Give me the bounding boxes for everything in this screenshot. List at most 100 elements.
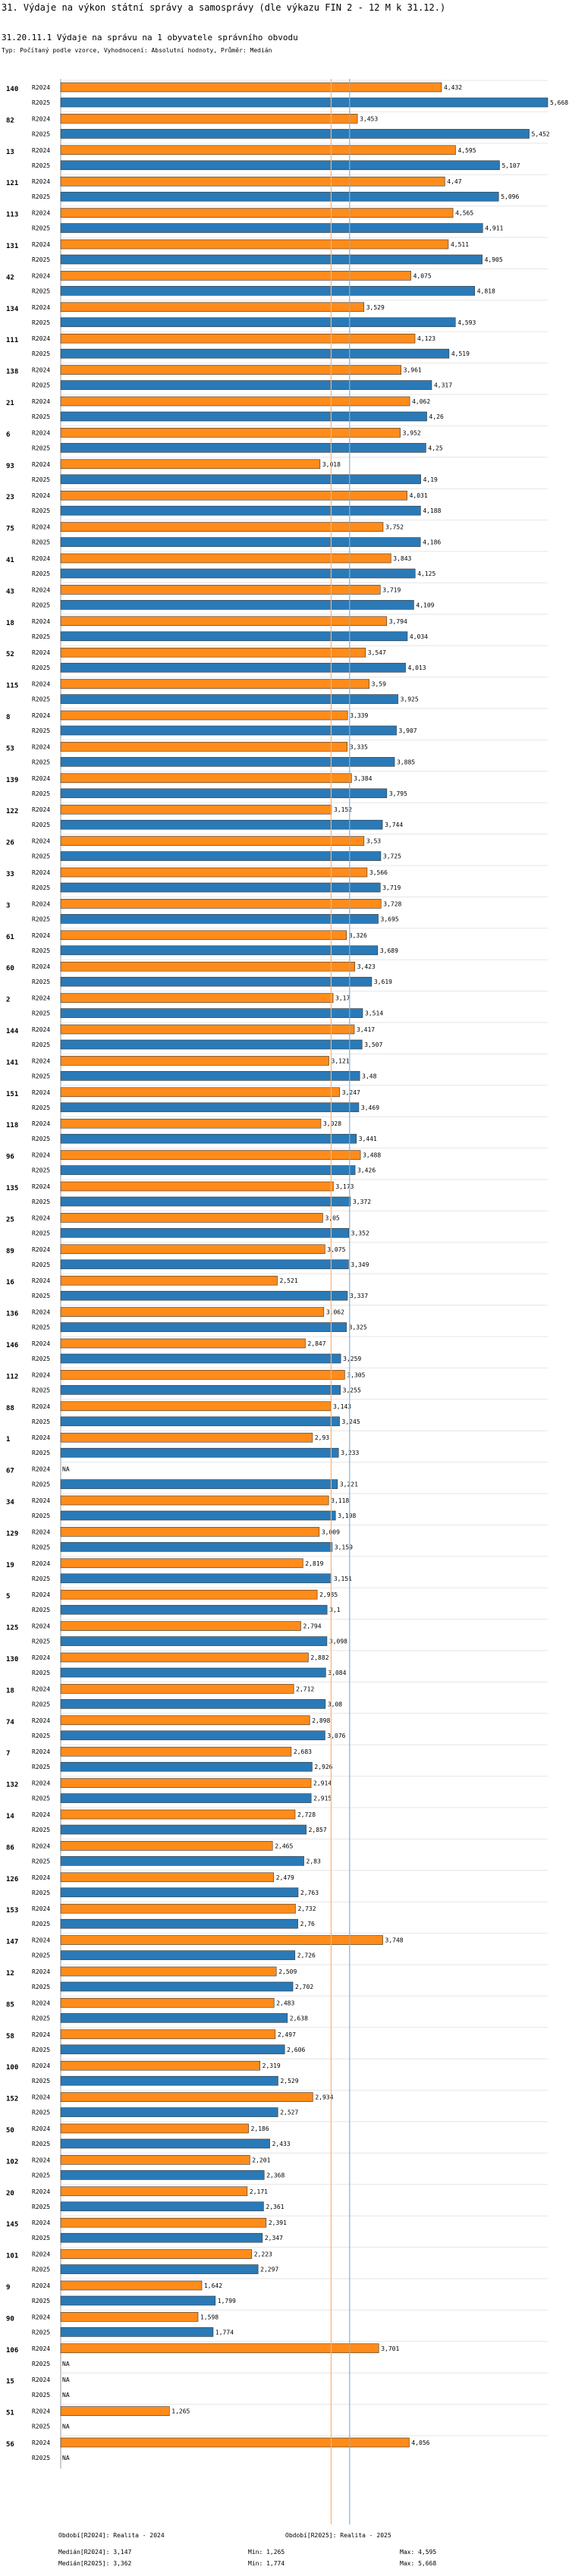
value-label-r2025: 2,926: [314, 1764, 332, 1770]
series-label-r2025: R2025: [32, 1607, 50, 1613]
row-id-label: 145: [6, 2221, 18, 2229]
series-label-r2025: R2025: [32, 759, 50, 765]
chart-note: Typ: Počítaný podle vzorce, Vyhodnocení:…: [2, 47, 272, 54]
series-label-r2024: R2024: [32, 2157, 50, 2163]
value-label-r2024: 2,171: [250, 2188, 268, 2195]
value-label-r2025: 3,885: [397, 759, 415, 765]
value-label-r2025: 3,198: [338, 1513, 356, 1519]
row-id-label: 18: [6, 620, 14, 627]
value-label-r2025: 3,1: [329, 1607, 341, 1613]
value-label-r2025: 4,188: [423, 507, 441, 514]
value-label-r2025: 2,857: [309, 1827, 327, 1833]
series-label-r2024: R2024: [32, 743, 50, 750]
series-label-r2024: R2024: [32, 1748, 50, 1755]
bar-r2024: [60, 1778, 312, 1788]
row-id-label: 21: [6, 400, 14, 407]
series-label-r2024: R2024: [32, 2345, 50, 2352]
value-label-r2024: 1,598: [200, 2314, 218, 2320]
value-label-r2024: 3,423: [357, 963, 376, 970]
bar-r2025: [60, 1447, 339, 1458]
value-label-r2024: 2,882: [310, 1654, 329, 1661]
value-label-r2025: 3,159: [335, 1544, 353, 1550]
value-label-r2025: 3,372: [353, 1198, 371, 1205]
bar-r2025: [60, 945, 379, 956]
value-label-r2024: 2,819: [305, 1560, 323, 1567]
bar-r2025: [60, 1981, 294, 1992]
bar-r2025: [60, 286, 476, 296]
row-id-label: 25: [6, 1216, 14, 1224]
series-label-r2024: R2024: [32, 838, 50, 845]
series-label-r2025: R2025: [32, 413, 50, 420]
value-label-r2024: 1,642: [204, 2282, 222, 2289]
bar-r2025: [60, 1604, 328, 1615]
series-label-r2024: R2024: [32, 1152, 50, 1159]
series-label-r2024: R2024: [32, 681, 50, 688]
series-label-r2025: R2025: [32, 696, 50, 703]
value-label-r2024: 3,028: [323, 1120, 341, 1127]
row-id-label: 153: [6, 1907, 18, 1915]
series-label-r2024: R2024: [32, 429, 50, 436]
value-label-r2024: 3,453: [360, 115, 378, 122]
bar-r2024: [60, 2312, 199, 2322]
value-label-r2024: 3,748: [385, 1937, 404, 1944]
series-label-r2024: R2024: [32, 1623, 50, 1630]
series-label-r2025: R2025: [32, 2424, 50, 2430]
row-id-label: 118: [6, 1122, 18, 1129]
series-label-r2025: R2025: [32, 1984, 50, 1990]
series-label-r2025: R2025: [32, 1827, 50, 1833]
value-label-r2025: 3,469: [361, 1104, 379, 1111]
bar-r2025: [60, 2295, 216, 2306]
bar-r2025: [60, 882, 381, 893]
bar-r2025: [60, 2044, 285, 2055]
bar-r2024: [60, 773, 352, 784]
value-label-r2025: 4,593: [457, 319, 476, 326]
series-label-r2025: R2025: [32, 445, 50, 451]
row-id-label: 12: [6, 1970, 14, 1978]
row-id-label: 132: [6, 1782, 18, 1789]
row-id-label: 20: [6, 2190, 14, 2197]
bar-r2025: [60, 1699, 326, 1709]
bar-r2025: [60, 254, 483, 265]
row-id-label: 16: [6, 1279, 14, 1286]
series-label-r2024: R2024: [32, 2000, 50, 2006]
series-label-r2025: R2025: [32, 2455, 50, 2461]
row-id-label: 100: [6, 2064, 18, 2072]
series-label-r2025: R2025: [32, 1701, 50, 1707]
series-label-r2024: R2024: [32, 2251, 50, 2258]
series-label-r2025: R2025: [32, 1481, 50, 1488]
row-id-label: 126: [6, 1876, 18, 1883]
value-label-r2024: 4,511: [451, 241, 469, 248]
series-label-r2024: R2024: [32, 304, 50, 311]
value-label-r2024: 3,143: [333, 1403, 351, 1410]
series-label-r2024: R2024: [32, 2439, 50, 2446]
bar-r2025: [60, 2327, 214, 2337]
bar-r2025: [60, 1196, 351, 1207]
value-label-r2025: 5,096: [501, 193, 519, 200]
bar-r2024: [60, 302, 365, 313]
value-label-r2024: 4,595: [457, 147, 476, 154]
bar-r2024: [60, 1370, 345, 1380]
series-label-r2024: R2024: [32, 649, 50, 656]
row-id-label: 140: [6, 86, 18, 93]
value-label-r2025: 3,255: [343, 1387, 361, 1393]
bar-r2024: [60, 396, 410, 407]
series-label-r2024: R2024: [32, 1026, 50, 1033]
na-label-r2024: NA: [62, 1466, 70, 1473]
bar-r2025: [60, 1510, 336, 1521]
bar-r2025: [60, 1039, 363, 1050]
bar-r2024: [60, 2029, 276, 2040]
value-label-r2024: 2,847: [307, 1340, 325, 1347]
series-label-r2025: R2025: [32, 2109, 50, 2116]
bar-r2024: [60, 2217, 267, 2228]
row-id-label: 112: [6, 1373, 18, 1381]
value-label-r2025: 3,907: [399, 727, 417, 734]
value-label-r2025: 3,619: [374, 979, 392, 985]
value-label-r2025: 4,25: [428, 445, 442, 451]
series-label-r2024: R2024: [32, 1497, 50, 1504]
value-label-r2025: 2,361: [266, 2204, 284, 2210]
bar-r2025: [60, 191, 499, 202]
value-label-r2025: 2,433: [272, 2141, 291, 2147]
bar-r2024: [60, 1966, 277, 1977]
row-id-label: 34: [6, 1499, 14, 1506]
row-id-label: 144: [6, 1028, 19, 1035]
